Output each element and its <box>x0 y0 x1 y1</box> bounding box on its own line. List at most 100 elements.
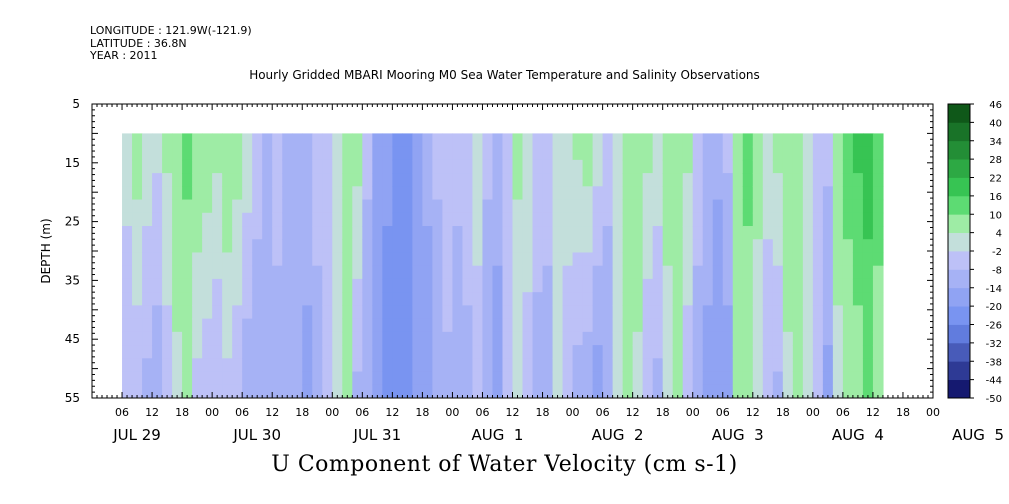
heatmap-cell <box>762 345 774 359</box>
heatmap-cell <box>252 226 263 240</box>
heatmap-cell <box>592 239 604 254</box>
heatmap-cell <box>812 305 824 320</box>
heatmap-cell <box>182 239 193 254</box>
heatmap-cell <box>762 199 774 214</box>
heatmap-cell <box>702 345 714 359</box>
heatmap-cell <box>252 318 263 333</box>
heatmap-cell <box>712 278 724 293</box>
heatmap-cell <box>582 252 594 267</box>
heatmap-cell <box>342 199 353 214</box>
heatmap-cell <box>372 252 383 267</box>
colorbar-swatch <box>948 361 970 381</box>
heatmap-cell <box>452 305 464 320</box>
heatmap-cell <box>872 252 884 267</box>
heatmap-cell <box>672 292 684 306</box>
heatmap-cell <box>532 278 544 293</box>
heatmap-cell <box>832 186 844 201</box>
heatmap-cell <box>852 371 864 386</box>
heatmap-cell <box>462 146 474 161</box>
heatmap-cell <box>192 358 203 373</box>
x-hour-tick-label: 00 <box>566 406 580 419</box>
heatmap-cell <box>862 212 874 227</box>
heatmap-cell <box>162 371 173 386</box>
heatmap-cell <box>662 278 674 293</box>
heatmap-cell <box>322 146 333 161</box>
heatmap-cell <box>172 186 183 201</box>
heatmap-cell <box>862 278 874 293</box>
heatmap-cell <box>422 384 433 398</box>
heatmap-cell <box>202 133 213 148</box>
x-hour-tick-label: 12 <box>145 406 159 419</box>
heatmap-cell <box>772 278 784 293</box>
heatmap-cell <box>282 265 293 280</box>
heatmap-cell <box>262 239 273 254</box>
heatmap-cell <box>502 146 514 161</box>
heatmap-cell <box>732 199 744 214</box>
heatmap-cell <box>372 345 383 359</box>
heatmap-cell <box>822 265 834 280</box>
heatmap-cell <box>222 226 233 240</box>
heatmap-cell <box>842 358 854 373</box>
heatmap-cell <box>852 199 864 214</box>
heatmap-cell <box>452 345 464 359</box>
heatmap-cell <box>532 186 544 201</box>
heatmap-cell <box>532 371 544 386</box>
heatmap-cell <box>572 371 584 386</box>
heatmap-cell <box>852 133 864 148</box>
heatmap-cell <box>552 358 564 373</box>
heatmap-cell <box>402 226 413 240</box>
heatmap-cell <box>172 199 183 214</box>
heatmap-cell <box>242 305 253 320</box>
heatmap-cell <box>232 212 243 227</box>
heatmap-cell <box>852 331 864 346</box>
heatmap-cell <box>212 384 223 398</box>
heatmap-cell <box>852 239 864 254</box>
heatmap-cell <box>372 133 383 148</box>
heatmap-cell <box>402 199 413 214</box>
heatmap-cell <box>132 133 143 148</box>
heatmap-cell <box>342 345 353 359</box>
heatmap-cell <box>352 186 363 201</box>
heatmap-cell <box>152 252 163 267</box>
heatmap-cell <box>342 133 353 148</box>
heatmap-cell <box>672 159 684 174</box>
heatmap-cell <box>172 239 183 254</box>
heatmap-cell <box>862 226 874 240</box>
heatmap-cell <box>432 371 444 386</box>
heatmap-cell <box>302 305 313 320</box>
heatmap-cell <box>522 186 534 201</box>
heatmap-cell <box>872 318 884 333</box>
heatmap-cell <box>422 252 433 267</box>
heatmap-cell <box>792 384 804 398</box>
heatmap-cell <box>572 212 584 227</box>
heatmap-cell <box>562 305 574 320</box>
heatmap-cell <box>842 226 854 240</box>
heatmap-cell <box>732 265 744 280</box>
heatmap-cell <box>512 358 524 373</box>
heatmap-cell <box>262 226 273 240</box>
heatmap-cell <box>392 371 403 386</box>
heatmap-cell <box>822 305 834 320</box>
heatmap-cell <box>232 252 243 267</box>
x-hour-tick-label: 06 <box>596 406 610 419</box>
heatmap-cell <box>162 146 173 161</box>
heatmap-cell <box>202 186 213 201</box>
heatmap-cell <box>802 199 814 214</box>
heatmap-cell <box>692 305 704 320</box>
heatmap-cell <box>782 371 794 386</box>
heatmap-cell <box>862 371 874 386</box>
heatmap-cell <box>752 305 764 320</box>
heatmap-cell <box>682 239 694 254</box>
heatmap-cell <box>722 133 734 148</box>
heatmap-cell <box>792 305 804 320</box>
heatmap-cell <box>572 226 584 240</box>
heatmap-cell <box>562 159 574 174</box>
heatmap-cell <box>402 265 413 280</box>
heatmap-cell <box>752 173 764 187</box>
heatmap-cell <box>372 239 383 254</box>
heatmap-cell <box>202 331 213 346</box>
heatmap-cell <box>152 199 163 214</box>
heatmap-cell <box>682 226 694 240</box>
heatmap-cell <box>562 345 574 359</box>
heatmap-cell <box>162 133 173 148</box>
